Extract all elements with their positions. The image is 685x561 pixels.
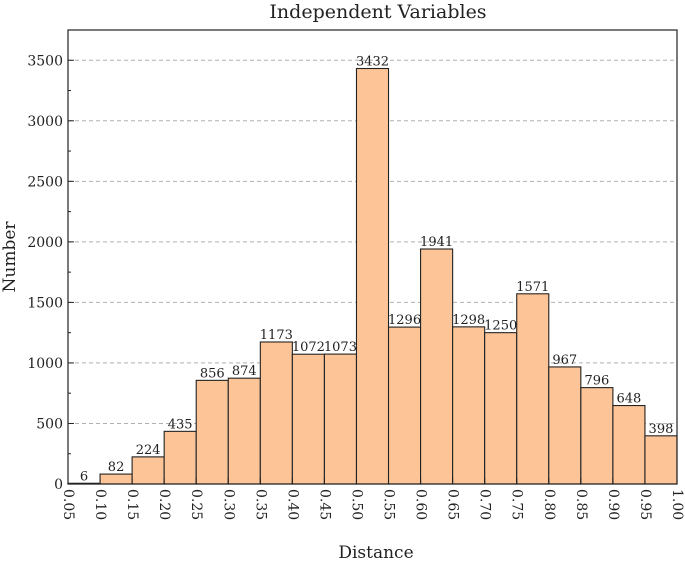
bar-value-label: 398 <box>649 422 674 437</box>
histogram-bar <box>131 456 165 485</box>
plot-frame <box>67 29 678 485</box>
histogram-bar <box>387 326 422 485</box>
y-axis-ticks: 0 500 1000 1500 2000 2500 3000 3500 <box>27 53 74 493</box>
x-tick-label: 0.95 <box>637 489 653 520</box>
bar-value-label: 1296 <box>388 313 421 328</box>
y-tick-label: 2000 <box>27 235 63 251</box>
x-tick-label: 0.45 <box>316 489 332 520</box>
bar-value-label: 1073 <box>324 340 357 355</box>
histogram-bar <box>612 404 646 485</box>
histogram-bar <box>99 473 133 485</box>
y-tick-label: 1500 <box>27 295 63 311</box>
x-tick-label: 0.10 <box>92 489 108 520</box>
x-tick-label: 0.80 <box>541 489 557 520</box>
bar-value-label: 435 <box>168 417 193 432</box>
y-tick-label: 1000 <box>27 356 63 372</box>
bar-value-label: 1571 <box>516 280 549 295</box>
histogram-bar <box>420 248 454 485</box>
chart-title: Independent Variables <box>269 1 486 23</box>
bar-value-label: 1941 <box>420 235 453 250</box>
x-tick-label: 0.30 <box>220 489 236 520</box>
x-tick-label: 0.50 <box>348 489 364 520</box>
x-tick-label: 0.15 <box>124 489 140 520</box>
bar-value-label: 1250 <box>484 319 517 334</box>
x-tick-label: 0.35 <box>252 489 268 520</box>
x-tick-label: 0.75 <box>509 489 525 520</box>
y-tick-label: 500 <box>36 416 63 432</box>
x-tick-label: 0.60 <box>413 489 429 520</box>
x-tick-label: 0.40 <box>284 489 300 520</box>
x-axis-ticks: 0.05 0.10 0.15 0.20 0.25 0.30 0.35 0.40 0.45 0.50… <box>60 478 685 520</box>
histogram-bar <box>227 377 261 485</box>
x-tick-label: 0.05 <box>60 489 76 520</box>
x-axis-label: Distance <box>338 543 413 561</box>
x-tick-label: 0.55 <box>381 489 397 520</box>
histogram-bar <box>259 341 293 485</box>
y-tick-label: 0 <box>54 477 63 493</box>
x-tick-label: 0.25 <box>188 489 204 520</box>
x-tick-label: 0.70 <box>477 489 493 520</box>
histogram-bar <box>163 430 197 485</box>
bar-value-label: 6 <box>80 469 88 484</box>
histogram-bar <box>355 67 390 485</box>
plot-border <box>67 29 678 485</box>
x-tick-label: 0.20 <box>156 489 172 520</box>
bar-value-label: 82 <box>108 460 125 475</box>
bar-value-label: 1173 <box>260 328 293 343</box>
bar-value-label: 796 <box>584 374 609 389</box>
histogram-bar <box>548 366 582 485</box>
y-tick-label: 2500 <box>27 174 63 190</box>
bars <box>67 67 678 485</box>
bar-value-label: 648 <box>617 392 642 407</box>
histogram-bar <box>291 353 325 485</box>
bar-value-label: 856 <box>200 366 225 381</box>
histogram-bar <box>452 326 486 485</box>
histogram-bar <box>484 332 518 485</box>
x-tick-label: 0.90 <box>605 489 621 520</box>
histogram-bar <box>323 353 358 485</box>
bar-value-label: 1072 <box>292 340 325 355</box>
bar-value-label: 1298 <box>452 313 485 328</box>
y-tick-label: 3500 <box>27 53 63 69</box>
x-tick-label: 1.00 <box>669 489 685 520</box>
bar-value-label: 3432 <box>356 54 389 69</box>
histogram-bar <box>516 293 550 485</box>
bar-value-label: 967 <box>552 353 577 368</box>
bar-value-label: 224 <box>136 443 161 458</box>
y-axis-label: Number <box>0 221 20 293</box>
y-tick-label: 3000 <box>27 114 63 130</box>
bar-value-label: 874 <box>232 364 257 379</box>
x-tick-label: 0.65 <box>445 489 461 520</box>
histogram-bar <box>580 387 614 485</box>
x-tick-label: 0.85 <box>573 489 589 520</box>
histogram-bar <box>195 379 229 485</box>
histogram-bar <box>644 435 678 485</box>
